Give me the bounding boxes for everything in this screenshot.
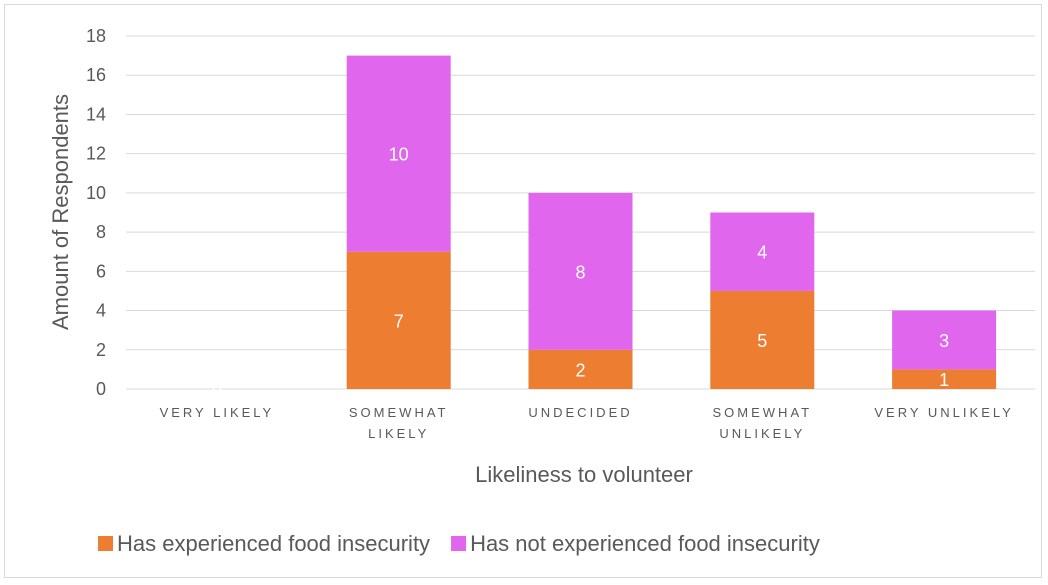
legend-swatch	[98, 536, 113, 551]
data-label: 0	[212, 380, 222, 400]
category-label: LIKELY	[368, 426, 429, 441]
x-axis-categories: VERY LIKELY SOMEWHAT LIKELY UNDECIDED SOMEWH…	[160, 405, 1013, 441]
y-tick-label: 16	[86, 65, 106, 85]
y-tick-label: 2	[96, 340, 106, 360]
category-label: UNLIKELY	[719, 426, 805, 441]
data-label: 10	[389, 145, 409, 165]
legend-label: Has experienced food insecurity	[117, 531, 430, 556]
category-label: VERY LIKELY	[160, 405, 275, 420]
bar-segment	[892, 310, 997, 370]
data-label: 1	[939, 370, 949, 390]
y-tick-label: 4	[96, 301, 106, 321]
bar-segment	[528, 192, 633, 350]
y-axis-title: Amount of Respondents	[48, 94, 73, 330]
bar-segment	[710, 212, 815, 291]
legend: Has experienced food insecurity Has not e…	[98, 531, 820, 556]
bar-segment	[710, 290, 815, 389]
data-label: 7	[394, 311, 404, 331]
y-tick-label: 12	[86, 144, 106, 164]
legend-label: Has not experienced food insecurity	[470, 531, 820, 556]
bar-segment	[892, 369, 997, 389]
data-label: 2	[575, 360, 585, 380]
y-tick-label: 18	[86, 26, 106, 46]
data-label: 5	[757, 331, 767, 351]
data-label: 4	[757, 243, 767, 263]
data-label: 0	[212, 380, 222, 400]
bar-segment	[346, 55, 451, 252]
y-axis-ticks: 0 2 4 6 8 10 12 14 16 18	[86, 26, 106, 399]
category-label: SOMEWHAT	[349, 405, 449, 420]
y-tick-label: 0	[96, 379, 106, 399]
category-label: UNDECIDED	[528, 405, 632, 420]
category-label: SOMEWHAT	[713, 405, 813, 420]
y-tick-label: 8	[96, 222, 106, 242]
chart-frame	[4, 4, 1042, 578]
bar-segment	[346, 251, 451, 389]
gridlines	[126, 35, 1035, 390]
bar-segment	[528, 349, 633, 389]
data-label: 3	[939, 331, 949, 351]
data-label: 8	[575, 262, 585, 282]
x-axis-title: Likeliness to volunteer	[475, 462, 693, 487]
y-tick-label: 14	[86, 104, 106, 124]
legend-swatch	[451, 536, 467, 551]
y-tick-label: 6	[96, 261, 106, 281]
category-label: VERY UNLIKELY	[874, 405, 1013, 420]
y-tick-label: 10	[86, 183, 106, 203]
